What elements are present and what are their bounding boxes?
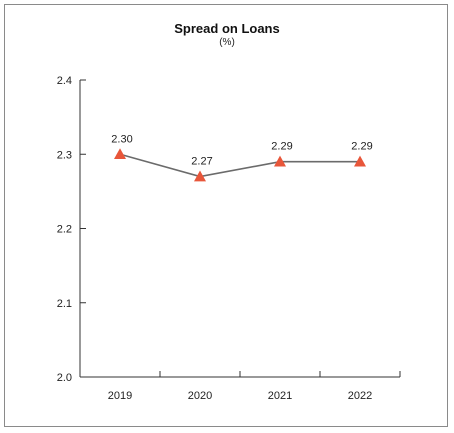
data-point-marker bbox=[354, 155, 366, 167]
y-tick-label: 2.0 bbox=[57, 372, 72, 384]
y-tick-label: 2.3 bbox=[57, 149, 72, 161]
x-tick-label: 2021 bbox=[268, 390, 292, 402]
x-tick-label: 2020 bbox=[188, 390, 212, 402]
y-tick-label: 2.2 bbox=[57, 224, 72, 236]
data-label: 2.27 bbox=[191, 156, 212, 168]
chart-frame bbox=[4, 4, 448, 427]
data-label: 2.29 bbox=[351, 141, 372, 153]
x-tick-label: 2022 bbox=[348, 390, 372, 402]
series-line bbox=[119, 153, 360, 178]
y-tick-label: 2.1 bbox=[57, 298, 72, 310]
series-layer bbox=[114, 148, 366, 182]
y-axis-ticks: 2.4 2.3 2.2 2.1 2.0 bbox=[57, 75, 86, 384]
data-point-marker bbox=[274, 155, 286, 167]
data-point-marker bbox=[194, 170, 206, 182]
data-point-marker bbox=[114, 148, 126, 160]
data-label: 2.30 bbox=[111, 133, 132, 145]
chart-subtitle: (%) bbox=[219, 37, 235, 48]
x-tick-label: 2019 bbox=[108, 390, 132, 402]
y-tick-label: 2.4 bbox=[57, 75, 72, 87]
chart-title: Spread on Loans bbox=[174, 21, 280, 36]
chart-axes bbox=[79, 80, 400, 378]
data-labels-layer: 2.30 2.27 2.29 2.29 bbox=[111, 133, 372, 167]
data-label: 2.29 bbox=[271, 141, 292, 153]
x-axis-ticks: 2019 2020 2021 2022 bbox=[108, 371, 401, 402]
